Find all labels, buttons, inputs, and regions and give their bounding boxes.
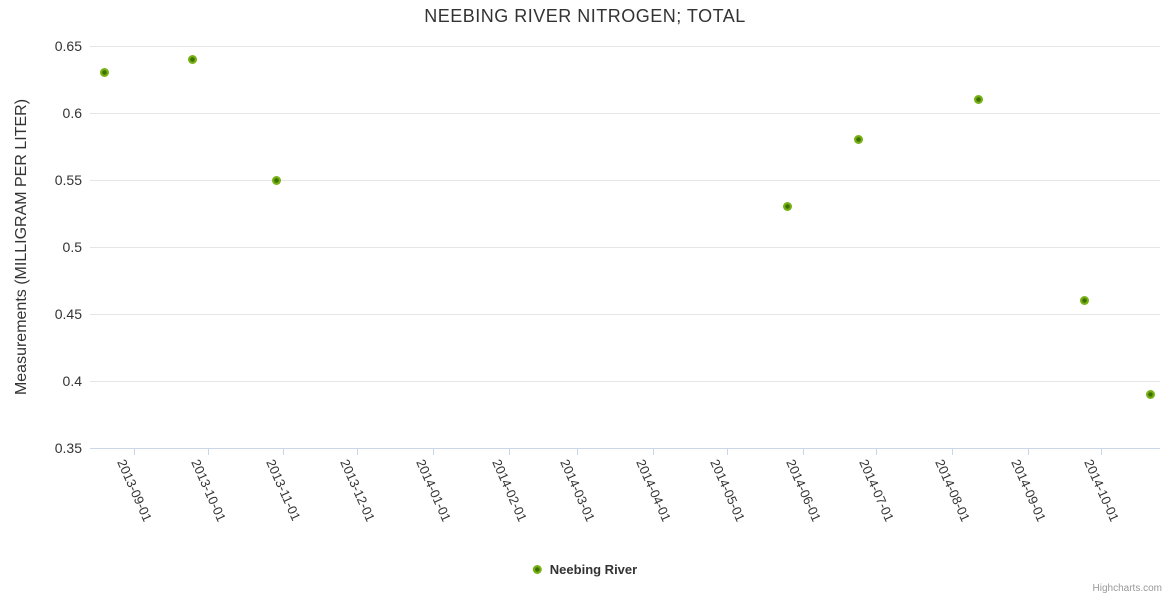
x-axis-tick-label: 2013-12-01	[337, 457, 379, 524]
x-axis-tick	[433, 449, 434, 455]
x-axis-tick	[208, 449, 209, 455]
x-axis-tick-label: 2014-10-01	[1081, 457, 1123, 524]
data-point[interactable]	[271, 175, 281, 185]
grid-line	[90, 113, 1160, 114]
x-axis-tick-label: 2014-08-01	[932, 457, 974, 524]
x-axis-tick	[357, 449, 358, 455]
x-axis-tick	[283, 449, 284, 455]
data-point[interactable]	[1079, 296, 1089, 306]
grid-line	[90, 381, 1160, 382]
x-axis-tick	[577, 449, 578, 455]
x-axis-tick-label: 2014-01-01	[413, 457, 455, 524]
x-axis-tick-label: 2014-07-01	[856, 457, 898, 524]
x-axis-tick	[653, 449, 654, 455]
x-axis-tick	[803, 449, 804, 455]
grid-line	[90, 314, 1160, 315]
y-axis-tick-label: 0.35	[54, 440, 82, 456]
x-axis-tick-label: 2013-11-01	[263, 457, 304, 523]
grid-line	[90, 180, 1160, 181]
y-axis-tick-label: 0.45	[54, 306, 82, 322]
x-axis-tick-label: 2014-06-01	[783, 457, 825, 524]
data-point[interactable]	[854, 135, 864, 145]
x-axis-tick-label: 2014-03-01	[557, 457, 599, 524]
data-point[interactable]	[100, 68, 110, 78]
grid-line	[90, 247, 1160, 248]
x-axis-tick	[727, 449, 728, 455]
x-axis-tick	[1028, 449, 1029, 455]
x-axis-tick-label: 2013-09-01	[114, 457, 156, 524]
highcharts-credits-link[interactable]: Highcharts.com	[1092, 583, 1162, 594]
x-axis-tick	[134, 449, 135, 455]
x-axis-tick	[952, 449, 953, 455]
x-axis-tick	[509, 449, 510, 455]
data-point[interactable]	[188, 54, 198, 64]
x-axis-tick-label: 2013-10-01	[188, 457, 230, 524]
x-axis-tick-label: 2014-05-01	[707, 457, 749, 524]
y-axis-tick-label: 0.65	[54, 38, 82, 54]
x-axis-tick-label: 2014-04-01	[633, 457, 675, 524]
x-axis-tick	[1101, 449, 1102, 455]
data-point[interactable]	[1145, 389, 1155, 399]
legend-marker-icon	[532, 565, 542, 574]
y-axis-tick-label: 0.55	[54, 172, 82, 188]
x-axis-tick	[876, 449, 877, 455]
chart-title: NEEBING RIVER NITROGEN; TOTAL	[424, 6, 746, 26]
y-axis-tick-label: 0.4	[62, 373, 82, 389]
y-axis-tick-label: 0.6	[62, 105, 82, 121]
legend-label: Neebing River	[549, 562, 638, 577]
grid-line	[90, 46, 1160, 47]
y-axis-tick-label: 0.5	[62, 239, 82, 255]
x-axis-line	[90, 448, 1160, 449]
x-axis-tick-label: 2014-02-01	[489, 457, 531, 524]
data-point[interactable]	[974, 95, 984, 105]
data-point[interactable]	[783, 202, 793, 212]
x-axis-tick-label: 2014-09-01	[1008, 457, 1050, 524]
legend-item-neebing-river[interactable]: Neebing River	[532, 562, 638, 577]
